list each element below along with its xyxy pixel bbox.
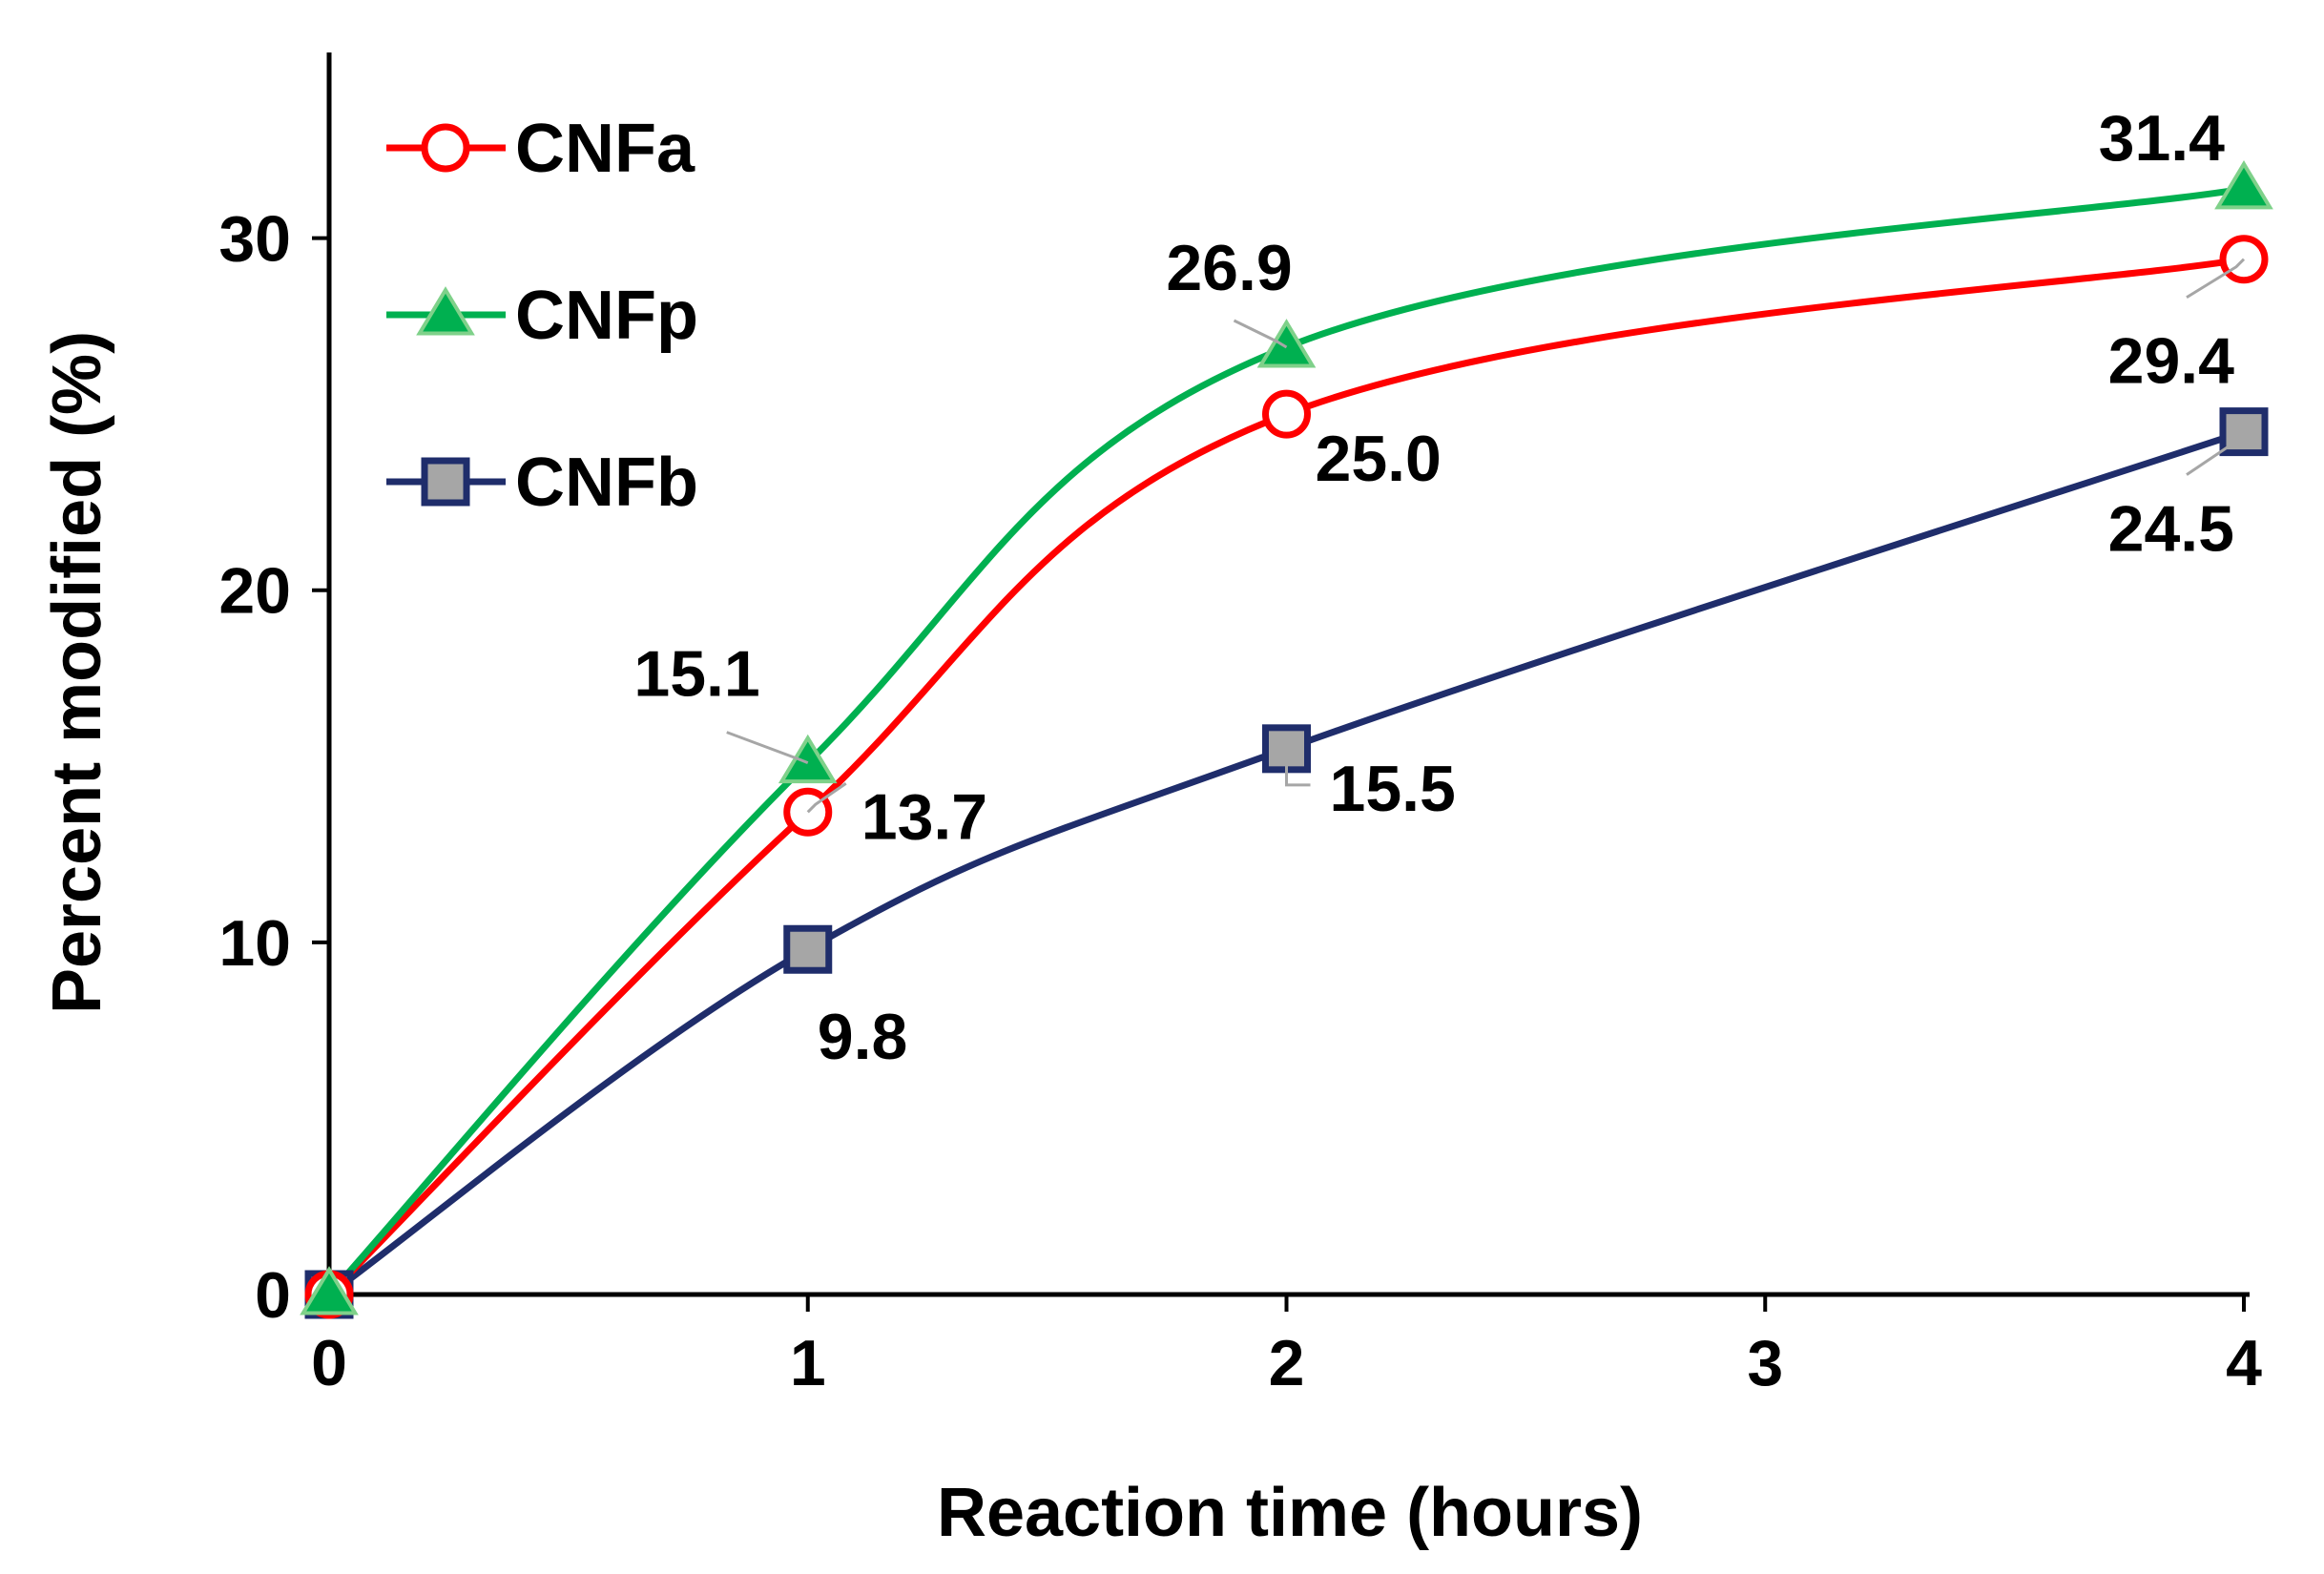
data-label-cnfb: 9.8: [818, 1001, 908, 1073]
y-axis-title: Percent modified (%): [39, 331, 115, 1014]
y-tick-label: 30: [218, 203, 291, 276]
x-tick-label: 4: [2226, 1327, 2262, 1399]
data-label-cnfa: 25.0: [1316, 423, 1442, 495]
legend-label: CNFp: [515, 278, 698, 354]
data-label-cnfb: 15.5: [1330, 753, 1456, 825]
legend-item-cnfb: CNFb: [386, 445, 698, 521]
series-layer: [325, 185, 2248, 1298]
data-label-cnfp: 31.4: [2099, 102, 2226, 175]
x-axis-title: Reaction time (hours): [937, 1475, 1643, 1551]
data-label-cnfa: 29.4: [2108, 325, 2235, 398]
y-tick-label: 10: [218, 907, 291, 980]
label-leader: [806, 782, 847, 814]
data-point-cnfa: [1262, 389, 1311, 439]
data-label-cnfp: 15.1: [633, 638, 759, 711]
y-tick-label: 20: [218, 555, 291, 628]
data-point-cnfp: [2214, 160, 2273, 210]
legend-marker-cnfp: [416, 286, 475, 336]
data-point-cnfp: [778, 734, 838, 784]
legend-item-cnfa: CNFa: [386, 111, 695, 187]
legend-label: CNFa: [515, 111, 695, 187]
data-label-cnfp: 26.9: [1166, 232, 1292, 304]
label-leader: [1285, 748, 1311, 787]
label-leader: [726, 731, 809, 764]
x-tick-label: 2: [1269, 1327, 1305, 1399]
label-leader: [2186, 430, 2246, 476]
axes: [326, 52, 2250, 1297]
series-line-cnfa: [325, 256, 2248, 1298]
legend: CNFa CNFp CNFb: [386, 111, 698, 521]
data-point-cnfp: [1256, 319, 1317, 368]
y-tick-label: 0: [255, 1259, 291, 1332]
data-label-cnfa: 13.7: [861, 780, 987, 853]
ticks: 0 1 2 3 4 0 10 20 30: [218, 203, 2262, 1399]
legend-label: CNFb: [515, 445, 698, 521]
x-tick-label: 1: [790, 1327, 826, 1399]
data-labels: 13.7 25.0 29.4 15.1 26.9 31.4 9.8 15.5 24.5: [633, 102, 2246, 1073]
x-tick-label: 3: [1747, 1327, 1783, 1399]
series-line-cnfb: [325, 428, 2248, 1298]
legend-item-cnfp: CNFp: [386, 278, 698, 354]
data-point-cnfb: [783, 924, 833, 974]
x-tick-label: 0: [311, 1327, 347, 1399]
label-leader: [1233, 319, 1288, 349]
legend-marker-cnfa: [421, 123, 470, 173]
data-point-cnfp: [300, 1266, 359, 1315]
data-label-cnfb: 24.5: [2108, 493, 2234, 566]
legend-marker-cnfb: [421, 457, 470, 507]
label-leader: [2186, 258, 2246, 299]
series-line-cnfp: [325, 185, 2248, 1298]
